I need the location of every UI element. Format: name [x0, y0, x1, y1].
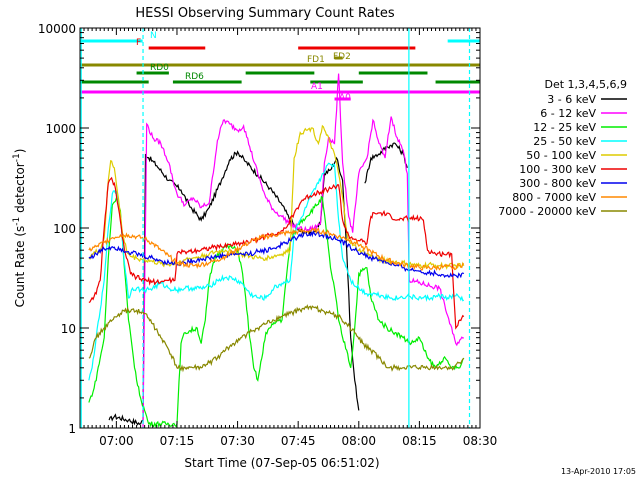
y-axis: 1 10 100 1000 10000 — [38, 22, 480, 436]
series-line — [88, 304, 465, 373]
y-tick-label: 1000 — [45, 122, 76, 136]
series-line — [88, 226, 464, 271]
y-axis-label-sup1: -1 — [12, 217, 22, 226]
x-tick-label: 07:00 — [99, 434, 134, 448]
footer-timestamp: 13-Apr-2010 17:05 — [561, 467, 636, 476]
x-tick-label: 08:15 — [402, 434, 437, 448]
series-line — [88, 230, 465, 279]
flag-label: F — [136, 38, 141, 48]
legend-entry-label: 7000 - 20000 keV — [498, 205, 596, 218]
x-axis: 07:00 07:15 07:30 07:45 08:00 08:15 08:30 — [79, 28, 498, 448]
y-axis-label-mid: detector — [13, 162, 27, 217]
legend-entry-label: 6 - 12 keV — [540, 107, 596, 120]
x-tick-label: 08:00 — [341, 434, 376, 448]
x-tick-label: 07:15 — [160, 434, 195, 448]
x-tick-label: 08:30 — [463, 434, 498, 448]
legend-entry-label: 50 - 100 keV — [526, 149, 596, 162]
series-line — [88, 162, 465, 381]
flag-label: FD1 — [307, 55, 325, 65]
legend-entry-label: 25 - 50 keV — [533, 135, 596, 148]
chart-title: HESSI Observing Summary Count Rates — [135, 6, 394, 21]
x-axis-label: Start Time (07-Sep-05 06:51:02) — [184, 456, 379, 470]
legend-entry-label: 100 - 300 keV — [519, 163, 596, 176]
flag-bars: NF FD1 FD2 RD0 RD6 A1 A0 — [80, 31, 480, 103]
y-axis-label-end: ) — [13, 149, 27, 154]
y-tick-label: 1 — [68, 422, 76, 436]
y-tick-label: 100 — [53, 222, 76, 236]
y-tick-label: 10000 — [38, 22, 76, 36]
flag-label: RD6 — [185, 72, 204, 82]
legend-entry-label: 12 - 25 keV — [533, 121, 596, 134]
flag-label: A1 — [311, 82, 323, 92]
flag-label: A0 — [339, 93, 351, 103]
flag-label: RD0 — [150, 63, 169, 73]
legend-entry-label: 800 - 7000 keV — [512, 191, 596, 204]
legend-entry-label: 3 - 6 keV — [547, 93, 596, 106]
flag-label: N — [150, 31, 157, 41]
y-axis-label-sup2: -1 — [12, 153, 22, 162]
y-axis-label: Count Rate (s-1 detector-1) — [12, 149, 27, 308]
series-line — [88, 176, 465, 330]
x-tick-label: 07:30 — [220, 434, 255, 448]
y-axis-label-main: Count Rate (s — [13, 226, 27, 308]
legend-entry-label: 300 - 800 keV — [519, 177, 596, 190]
legend-title: Det 1,3,4,5,6,9 — [544, 78, 627, 91]
x-tick-label: 07:45 — [281, 434, 316, 448]
y-tick-label: 10 — [61, 322, 76, 336]
flag-label: FD2 — [333, 52, 351, 62]
data-series — [88, 73, 465, 429]
